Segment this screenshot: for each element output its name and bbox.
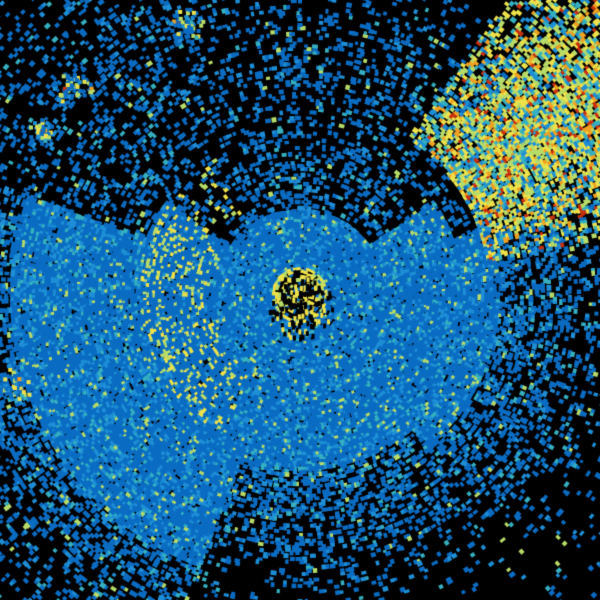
radar-sweep-image: [0, 0, 600, 600]
